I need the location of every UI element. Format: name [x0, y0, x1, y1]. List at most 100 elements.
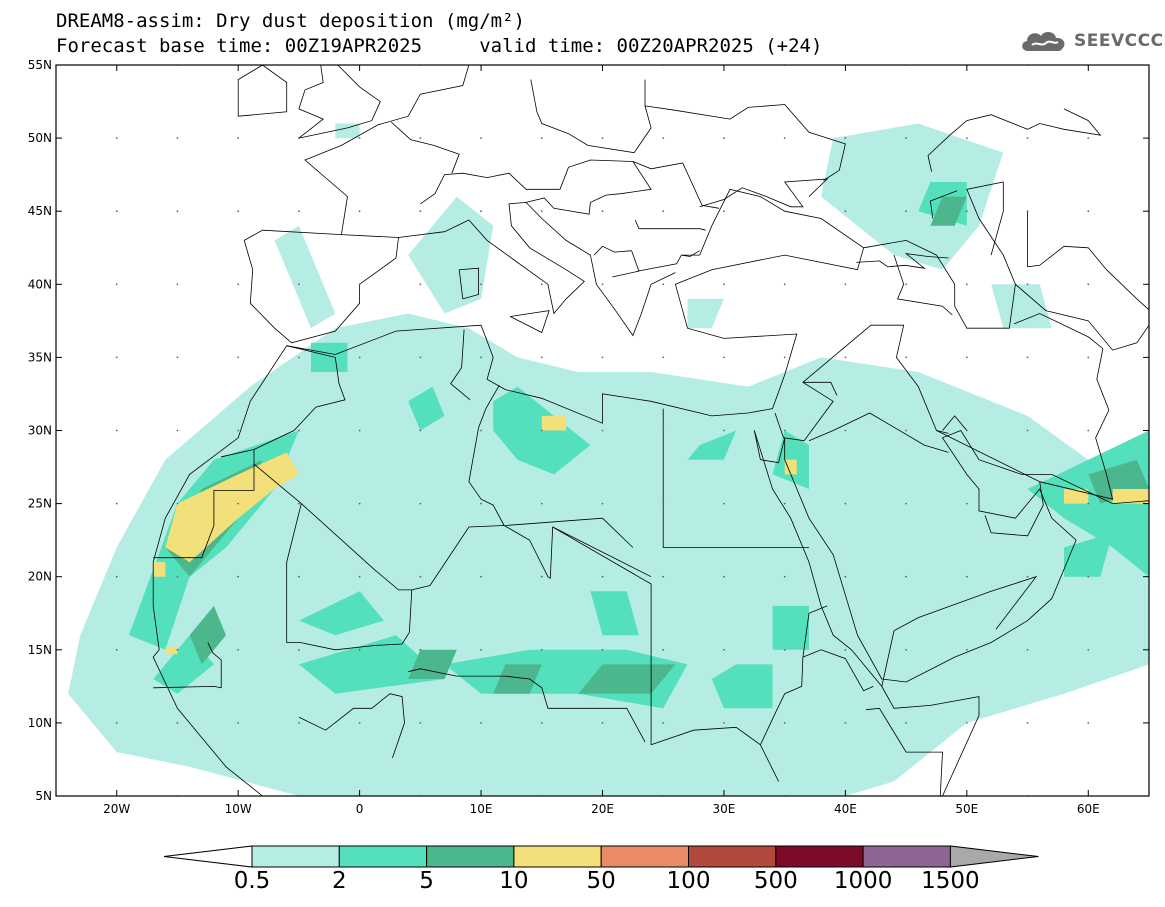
deposition-contour-2 — [772, 605, 809, 650]
lon-label: 10W — [225, 802, 252, 816]
grid-dot — [662, 575, 665, 578]
grid-dot — [1087, 722, 1090, 724]
deposition-contour-10 — [541, 415, 567, 431]
grid-dot — [905, 356, 908, 359]
grid-dot — [480, 502, 482, 505]
seevccc-logo: SEEVCCC — [1018, 26, 1164, 56]
grid-dot — [601, 283, 604, 286]
grid-dot — [115, 283, 118, 286]
boundary-line — [253, 463, 302, 504]
grid-dot — [662, 210, 665, 213]
boundary-line — [552, 526, 652, 578]
grid-dot — [601, 722, 604, 724]
grid-dot — [540, 137, 543, 140]
boundary-line — [881, 575, 1038, 687]
grid-dot — [176, 429, 179, 432]
lon-label: 20E — [591, 802, 614, 816]
grid-dot — [297, 575, 300, 578]
grid-dot — [723, 429, 725, 432]
grid-dot — [540, 502, 543, 505]
grid-dot — [844, 429, 847, 432]
colorbar-swatch — [600, 845, 690, 868]
grid-dot — [601, 648, 604, 651]
coastline-layer — [152, 65, 1149, 796]
grid-dot — [844, 722, 847, 724]
grid-dot — [601, 575, 604, 578]
grid-dot — [601, 429, 604, 432]
lat-label: 35N — [28, 350, 52, 364]
boundary-line — [753, 430, 1149, 683]
deposition-contour-5 — [493, 664, 542, 694]
grid-dot — [723, 210, 725, 213]
grid-dot — [844, 356, 847, 359]
boundary-line — [650, 726, 779, 782]
grid-dot — [844, 502, 847, 505]
grid-dot — [115, 722, 118, 724]
grid-dot — [844, 648, 847, 651]
grid-dot — [419, 502, 422, 505]
grid-dot — [1026, 137, 1029, 140]
grid-dot — [965, 429, 968, 432]
grid-dot — [905, 722, 908, 724]
lat-label: 5N — [35, 789, 52, 803]
grid-dot — [662, 356, 665, 359]
grid-dot — [723, 356, 725, 359]
deposition-contour-2 — [408, 386, 445, 431]
grid-dot — [601, 356, 604, 359]
colorbar-swatch — [338, 845, 428, 868]
boundary-line — [612, 250, 640, 278]
deposition-contour-2 — [298, 635, 445, 694]
grid-dot — [844, 210, 847, 213]
grid-dot — [480, 722, 482, 724]
grid-dot — [1026, 648, 1029, 651]
grid-dot — [1026, 575, 1029, 578]
boundary-line — [802, 649, 874, 692]
lon-label: 0 — [356, 802, 364, 816]
grid-dot — [480, 210, 482, 213]
deposition-contour-0.5 — [335, 123, 360, 139]
grid-dot — [297, 429, 300, 432]
grid-dot — [844, 283, 847, 286]
grid-dot — [662, 283, 665, 286]
boundary-line — [304, 65, 470, 235]
grid-dot — [115, 137, 118, 140]
boundary-line — [929, 190, 958, 219]
grid-dot — [965, 210, 968, 213]
deposition-contour-5 — [930, 196, 967, 226]
grid-dot — [540, 210, 543, 213]
boundary-line — [390, 121, 460, 174]
boundary-line — [253, 345, 346, 450]
lon-label: 40E — [834, 802, 857, 816]
grid-dot — [297, 502, 300, 505]
deposition-contour-0.5 — [408, 196, 494, 314]
colorbar-swatch — [426, 845, 515, 868]
grid-dot — [176, 502, 179, 505]
colorbar-swatch — [251, 845, 340, 868]
lat-label: 10N — [28, 716, 52, 730]
boundary-line — [152, 188, 865, 563]
boundary-line — [753, 430, 980, 796]
boundary-line — [865, 707, 943, 796]
grid-dot — [723, 575, 725, 578]
deposition-contour-5 — [408, 649, 457, 679]
grid-dot — [1026, 283, 1029, 286]
boundary-line — [398, 201, 676, 337]
boundary-line — [153, 642, 222, 689]
grid-dot — [237, 210, 240, 213]
grid-dot — [176, 283, 179, 286]
grid-dot — [115, 502, 118, 505]
grid-dot — [115, 648, 118, 651]
grid-dot — [176, 575, 179, 578]
grid-dot — [419, 137, 422, 140]
deposition-contour-10 — [153, 562, 166, 577]
boundary-line — [152, 562, 263, 796]
boundary-line — [634, 219, 706, 231]
deposition-contour-10 — [165, 646, 178, 655]
grid-dot — [1087, 137, 1090, 140]
boundary-line — [863, 181, 1016, 329]
grid-dot — [723, 283, 725, 286]
grid-dot — [480, 648, 482, 651]
lon-label: 30E — [713, 802, 736, 816]
grid-dot — [965, 356, 968, 359]
